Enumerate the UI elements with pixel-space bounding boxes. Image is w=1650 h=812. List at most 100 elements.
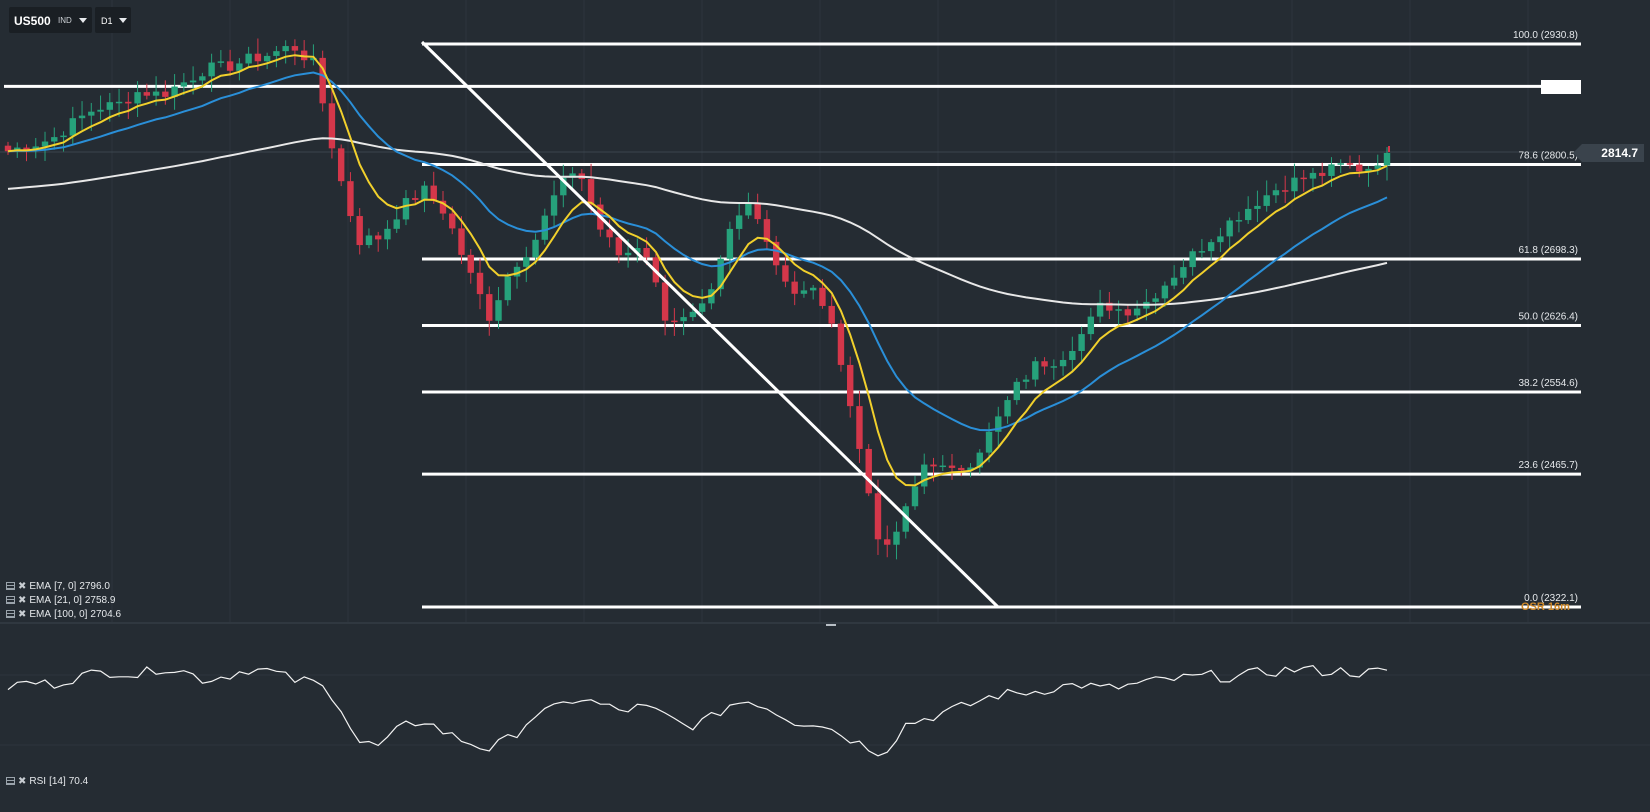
fibonacci-retracement[interactable] bbox=[4, 42, 1581, 609]
legend-params: [100, 0] bbox=[54, 608, 88, 620]
candle-body bbox=[467, 254, 474, 273]
candle-body bbox=[1356, 164, 1363, 172]
candle-body bbox=[995, 416, 1002, 432]
candle-body bbox=[1272, 190, 1280, 196]
candle-body bbox=[1161, 285, 1169, 299]
legend-rsi[interactable]: ✖ RSI [14] 70.4 bbox=[6, 775, 88, 787]
legend-params: [7, 0] bbox=[54, 580, 77, 592]
candlestick-series bbox=[4, 38, 1391, 560]
candle-body bbox=[171, 86, 178, 97]
candle-body bbox=[643, 248, 650, 258]
fib-level-label: 61.8 (2698.3) bbox=[1519, 245, 1579, 256]
candle-body bbox=[911, 486, 919, 507]
close-icon[interactable]: ✖ bbox=[18, 775, 27, 787]
candle-body bbox=[930, 464, 937, 467]
candle-body bbox=[856, 406, 863, 449]
candle-body bbox=[921, 464, 928, 487]
candle-body bbox=[1004, 400, 1011, 417]
fib-level-label: 38.2 (2554.6) bbox=[1519, 378, 1579, 389]
candle-body bbox=[430, 185, 437, 201]
last-price-tag: 2814.7 bbox=[1573, 144, 1644, 162]
candle-body bbox=[745, 202, 752, 216]
candle-body bbox=[1383, 152, 1391, 166]
candle-body bbox=[513, 266, 521, 277]
close-icon[interactable]: ✖ bbox=[18, 580, 27, 592]
candle-body bbox=[4, 145, 12, 152]
legend-ema21[interactable]: ✖ EMA [21, 0] 2758.9 bbox=[6, 594, 115, 606]
candle-body bbox=[319, 57, 326, 104]
candle-body bbox=[1180, 267, 1187, 278]
legend-value: 70.4 bbox=[68, 775, 89, 787]
candle-body bbox=[541, 215, 548, 240]
candle-body bbox=[1328, 164, 1335, 176]
symbol-selector[interactable]: US500 IND bbox=[9, 7, 92, 33]
candle-body bbox=[23, 147, 30, 151]
close-icon[interactable]: ✖ bbox=[18, 608, 27, 620]
candle-body bbox=[254, 53, 262, 62]
candle-body bbox=[365, 235, 373, 246]
candle-body bbox=[356, 216, 363, 246]
candle-body bbox=[902, 506, 909, 532]
candle-body bbox=[967, 467, 974, 471]
candle-body bbox=[893, 531, 900, 545]
settings-icon[interactable] bbox=[6, 610, 15, 618]
candle-body bbox=[60, 135, 67, 138]
close-icon[interactable]: ✖ bbox=[18, 594, 27, 606]
timeframe-label: D1 bbox=[101, 16, 113, 26]
candle-body bbox=[1254, 205, 1261, 209]
candle-body bbox=[754, 202, 761, 220]
candle-body bbox=[495, 300, 502, 321]
candle-body bbox=[1152, 298, 1159, 302]
settings-icon[interactable] bbox=[6, 777, 15, 785]
rsi-line bbox=[7, 664, 1388, 757]
trend-line[interactable] bbox=[420, 40, 1000, 609]
candle-body bbox=[763, 219, 771, 242]
chart-grid bbox=[0, 151, 1650, 626]
fib-level-label: 100.0 (2930.8) bbox=[1513, 30, 1578, 41]
candle-body bbox=[1263, 195, 1270, 206]
candle-body bbox=[587, 179, 595, 205]
candle-body bbox=[884, 539, 891, 545]
candle-body bbox=[615, 237, 623, 256]
candle-body bbox=[550, 195, 558, 216]
candle-body bbox=[948, 465, 956, 468]
candle-body bbox=[1050, 366, 1058, 368]
candle-body bbox=[1346, 163, 1354, 165]
legend-ema100[interactable]: ✖ EMA [100, 0] 2704.6 bbox=[6, 608, 121, 620]
candle-body bbox=[772, 241, 780, 266]
candle-body bbox=[800, 290, 808, 294]
legend-value: 2796.0 bbox=[79, 580, 110, 592]
candle-body bbox=[208, 62, 215, 77]
fib-level-label: 78.6 (2800.5) bbox=[1519, 151, 1579, 162]
chevron-down-icon bbox=[79, 18, 87, 23]
candle-body bbox=[217, 61, 225, 63]
horizontal-line-handle[interactable] bbox=[1541, 80, 1581, 94]
candle-body bbox=[143, 92, 151, 96]
candle-body bbox=[532, 239, 539, 258]
candle-body bbox=[985, 431, 993, 453]
candle-body bbox=[78, 115, 86, 119]
candle-body bbox=[88, 111, 95, 116]
candle-body bbox=[134, 92, 141, 104]
candle-body bbox=[412, 198, 419, 200]
candle-body bbox=[236, 63, 243, 71]
settings-icon[interactable] bbox=[6, 582, 15, 590]
settings-icon[interactable] bbox=[6, 596, 15, 604]
candle-body bbox=[458, 228, 465, 255]
candle-body bbox=[282, 46, 289, 52]
candle-body bbox=[1337, 163, 1344, 165]
candle-body bbox=[199, 76, 206, 81]
candle-body bbox=[847, 364, 854, 407]
candle-body bbox=[837, 323, 845, 365]
candle-body bbox=[698, 303, 706, 312]
candle-body bbox=[439, 200, 447, 214]
ema-100-line bbox=[7, 137, 1388, 306]
legend-ema7[interactable]: ✖ EMA [7, 0] 2796.0 bbox=[6, 580, 110, 592]
candle-body bbox=[726, 228, 734, 259]
candle-body bbox=[393, 219, 400, 229]
candle-body bbox=[273, 51, 280, 56]
symbol-name: US500 bbox=[14, 14, 51, 28]
timeframe-selector[interactable]: D1 bbox=[95, 7, 131, 33]
candle-body bbox=[782, 265, 789, 282]
